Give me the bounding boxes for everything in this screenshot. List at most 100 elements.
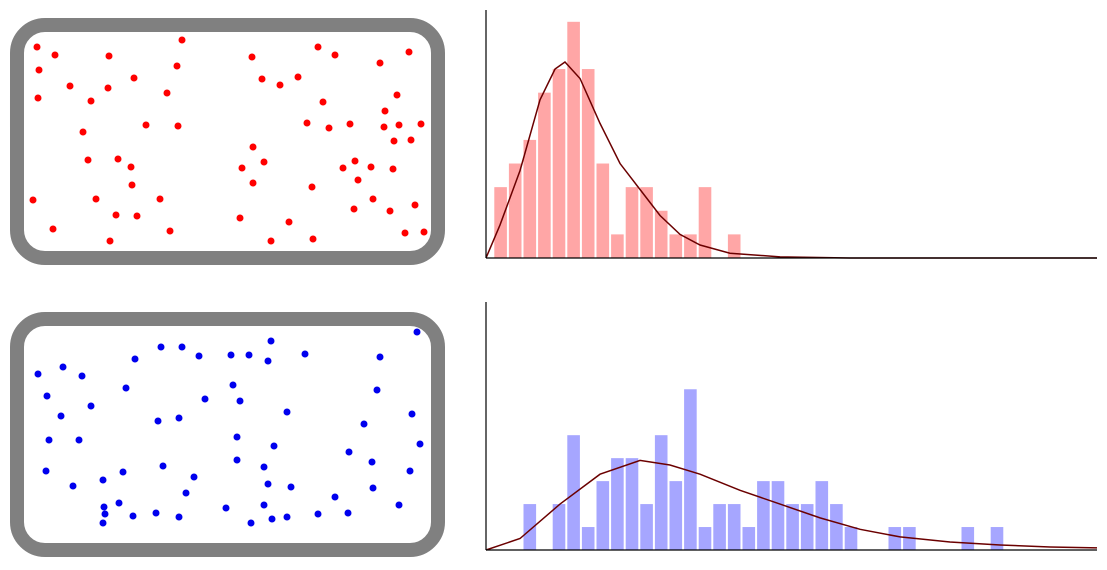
- particle: [389, 165, 397, 173]
- particle: [238, 164, 246, 172]
- particle: [369, 195, 377, 203]
- bar: [698, 527, 712, 550]
- particle: [128, 181, 136, 189]
- particle: [33, 43, 41, 51]
- particle: [178, 36, 186, 44]
- bar: [581, 69, 595, 258]
- particle: [157, 343, 165, 351]
- particle: [308, 183, 316, 191]
- particle: [417, 120, 425, 128]
- bar: [669, 234, 683, 258]
- bar: [727, 504, 741, 550]
- particle: [319, 98, 327, 106]
- particle: [42, 467, 50, 475]
- bar: [596, 163, 610, 258]
- particle: [260, 463, 268, 471]
- particle: [154, 417, 162, 425]
- particle: [260, 501, 268, 509]
- bar: [625, 458, 639, 550]
- particle: [122, 384, 130, 392]
- particle: [420, 228, 428, 236]
- particle: [314, 510, 322, 518]
- bar: [552, 69, 566, 258]
- particle: [270, 442, 278, 450]
- particle: [152, 509, 160, 517]
- bar: [669, 481, 683, 550]
- particle: [233, 456, 241, 464]
- particle: [115, 499, 123, 507]
- particle: [57, 412, 65, 420]
- particle: [345, 448, 353, 456]
- particle: [112, 211, 120, 219]
- particle: [258, 75, 266, 83]
- particle: [406, 467, 414, 475]
- particle: [276, 81, 284, 89]
- bar: [786, 504, 799, 550]
- particle: [105, 52, 113, 60]
- container-box: [10, 18, 445, 265]
- particle: [350, 205, 358, 213]
- particle: [227, 351, 235, 359]
- particle: [360, 420, 368, 428]
- particle: [104, 84, 112, 92]
- particle: [395, 501, 403, 509]
- particle: [174, 122, 182, 130]
- particle: [248, 53, 256, 61]
- density-curve: [485, 459, 1098, 551]
- particle: [411, 201, 419, 209]
- bar: [611, 458, 624, 550]
- particle: [249, 143, 257, 151]
- particle: [99, 519, 107, 527]
- particle: [142, 121, 150, 129]
- particle: [49, 225, 57, 233]
- particle: [66, 82, 74, 90]
- particle: [407, 136, 415, 144]
- particle: [405, 48, 413, 56]
- particle: [131, 355, 139, 363]
- particle: [43, 392, 51, 400]
- particle: [309, 235, 317, 243]
- particle: [87, 97, 95, 105]
- bar: [625, 187, 639, 258]
- density-curve: [485, 60, 1097, 259]
- particle: [201, 395, 209, 403]
- particle: [283, 408, 291, 416]
- bar: [684, 389, 697, 550]
- particle: [35, 66, 43, 74]
- particle: [229, 381, 237, 389]
- particle: [285, 218, 293, 226]
- particle: [233, 433, 241, 441]
- particle: [267, 237, 275, 245]
- particle: [51, 51, 59, 59]
- particle: [195, 352, 203, 360]
- particle: [34, 94, 42, 102]
- bar: [596, 481, 610, 550]
- bar: [581, 527, 595, 550]
- particle: [101, 510, 109, 518]
- particle: [416, 440, 424, 448]
- particle: [346, 120, 354, 128]
- particle: [99, 476, 107, 484]
- particle: [173, 62, 181, 70]
- particle: [130, 74, 138, 82]
- bar: [800, 504, 814, 550]
- particle: [264, 357, 272, 365]
- particle: [339, 164, 347, 172]
- bar: [727, 234, 741, 258]
- bar: [523, 504, 537, 550]
- bar: [640, 504, 653, 550]
- particle: [401, 229, 409, 237]
- bar: [742, 527, 756, 550]
- particle: [236, 397, 244, 405]
- particle: [294, 73, 302, 81]
- particle: [368, 458, 376, 466]
- particle: [245, 351, 253, 359]
- particle: [331, 51, 339, 59]
- particle: [395, 121, 403, 129]
- bar: [888, 527, 902, 550]
- particle: [376, 353, 384, 361]
- bar: [698, 187, 712, 258]
- particle: [29, 196, 37, 204]
- particle: [381, 107, 389, 115]
